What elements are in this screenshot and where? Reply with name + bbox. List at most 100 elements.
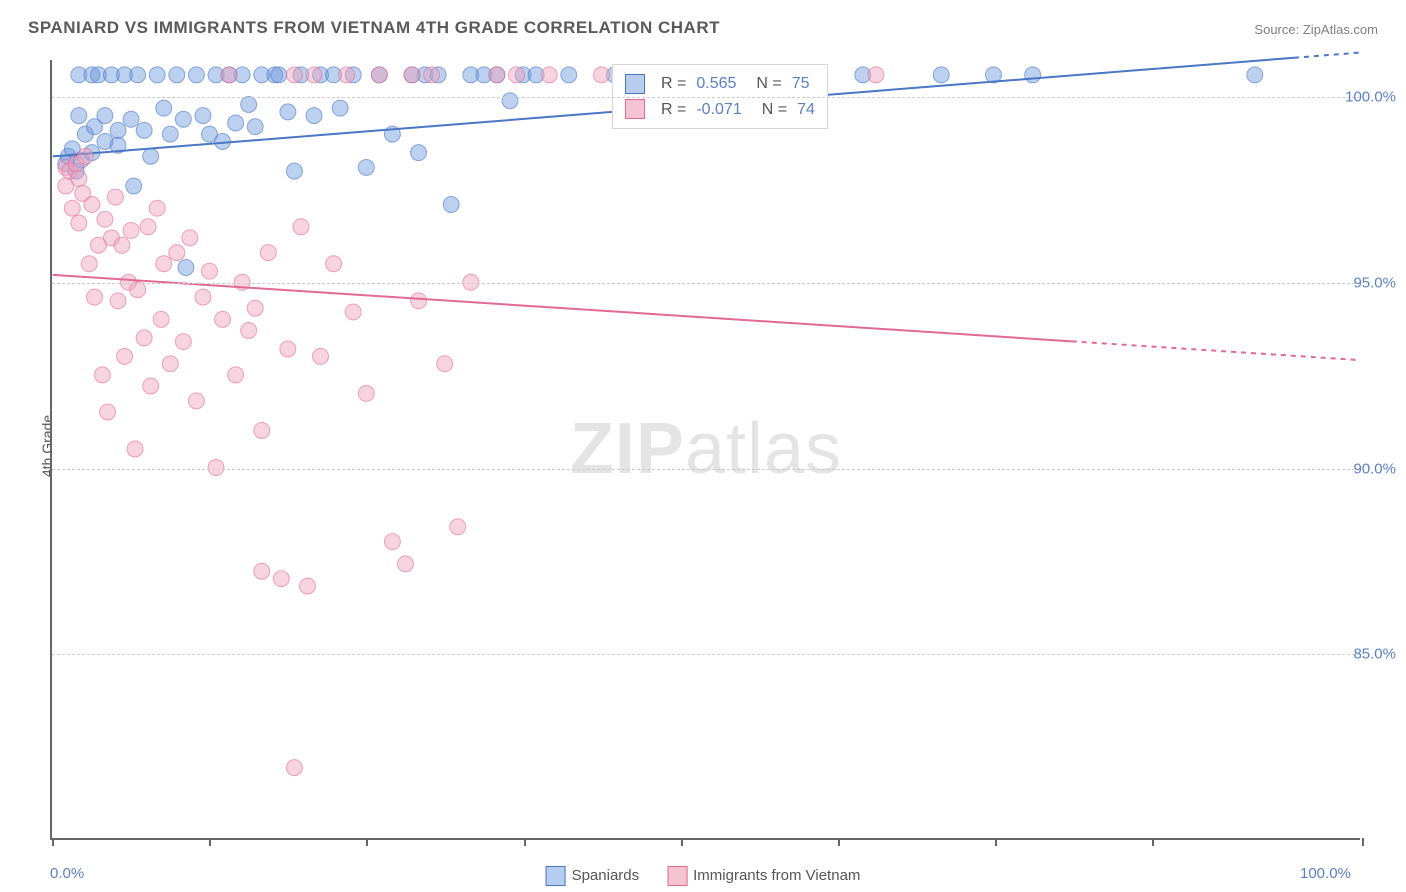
- data-point: [169, 245, 185, 261]
- y-tick-label: 95.0%: [1353, 274, 1396, 291]
- data-point: [178, 259, 194, 275]
- data-point: [215, 311, 231, 327]
- data-point: [286, 163, 302, 179]
- data-point: [162, 356, 178, 372]
- data-point: [254, 563, 270, 579]
- x-tick: [524, 838, 526, 846]
- r-label: R =: [661, 97, 686, 123]
- source-link[interactable]: ZipAtlas.com: [1303, 22, 1378, 37]
- y-tick-label: 85.0%: [1353, 646, 1396, 663]
- source-attribution: Source: ZipAtlas.com: [1254, 22, 1378, 37]
- data-point: [97, 211, 113, 227]
- gridline-h: [52, 283, 1360, 284]
- data-point: [286, 760, 302, 776]
- gridline-h: [52, 654, 1360, 655]
- r-value: -0.071: [696, 97, 741, 123]
- data-point: [123, 111, 139, 127]
- swatch-icon: [667, 866, 687, 886]
- data-point: [313, 348, 329, 364]
- data-point: [411, 145, 427, 161]
- data-point: [156, 256, 172, 272]
- x-tick: [209, 838, 211, 846]
- legend-series-item: Immigrants from Vietnam: [667, 866, 860, 886]
- x-tick: [995, 838, 997, 846]
- legend-correlation-row: R =0.565N =75: [625, 71, 815, 97]
- data-point: [175, 111, 191, 127]
- data-point: [169, 67, 185, 83]
- data-point: [228, 115, 244, 131]
- data-point: [81, 256, 97, 272]
- data-point: [404, 67, 420, 83]
- data-point: [140, 219, 156, 235]
- data-point: [561, 67, 577, 83]
- swatch-icon: [546, 866, 566, 886]
- data-point: [339, 67, 355, 83]
- data-point: [71, 215, 87, 231]
- plot-area: ZIPatlas R =0.565N =75R =-0.071N =74: [50, 60, 1360, 840]
- data-point: [182, 230, 198, 246]
- data-point: [208, 460, 224, 476]
- data-point: [162, 126, 178, 142]
- data-point: [97, 108, 113, 124]
- data-point: [933, 67, 949, 83]
- data-point: [280, 341, 296, 357]
- legend-series-item: Spaniards: [546, 866, 640, 886]
- data-point: [1025, 67, 1041, 83]
- data-point: [221, 67, 237, 83]
- data-point: [280, 104, 296, 120]
- gridline-h: [52, 97, 1360, 98]
- data-point: [87, 289, 103, 305]
- x-tick: [1362, 838, 1364, 846]
- data-point: [254, 422, 270, 438]
- legend-label: Immigrants from Vietnam: [693, 867, 860, 884]
- data-point: [332, 100, 348, 116]
- data-point: [306, 67, 322, 83]
- data-point: [188, 67, 204, 83]
- n-value: 75: [792, 71, 810, 97]
- data-point: [100, 404, 116, 420]
- x-tick: [52, 838, 54, 846]
- data-point: [397, 556, 413, 572]
- gridline-h: [52, 469, 1360, 470]
- plot-svg: [52, 60, 1360, 838]
- data-point: [126, 178, 142, 194]
- data-point: [143, 148, 159, 164]
- data-point: [153, 311, 169, 327]
- data-point: [443, 197, 459, 213]
- data-point: [136, 122, 152, 138]
- r-value: 0.565: [696, 71, 736, 97]
- data-point: [509, 67, 525, 83]
- data-point: [201, 263, 217, 279]
- data-point: [247, 300, 263, 316]
- data-point: [502, 93, 518, 109]
- legend-series: Spaniards Immigrants from Vietnam: [546, 866, 861, 886]
- data-point: [175, 334, 191, 350]
- data-point: [437, 356, 453, 372]
- y-tick-label: 90.0%: [1353, 460, 1396, 477]
- data-point: [384, 534, 400, 550]
- data-point: [424, 67, 440, 83]
- legend-correlation-row: R =-0.071N =74: [625, 97, 815, 123]
- data-point: [358, 159, 374, 175]
- data-point: [1247, 67, 1263, 83]
- data-point: [541, 67, 557, 83]
- data-point: [271, 67, 287, 83]
- y-tick-label: 100.0%: [1345, 89, 1396, 106]
- data-point: [371, 67, 387, 83]
- data-point: [127, 441, 143, 457]
- data-point: [241, 96, 257, 112]
- data-point: [450, 519, 466, 535]
- data-point: [286, 67, 302, 83]
- chart-title: SPANIARD VS IMMIGRANTS FROM VIETNAM 4TH …: [28, 18, 720, 38]
- data-point: [130, 282, 146, 298]
- data-point: [299, 578, 315, 594]
- data-point: [593, 67, 609, 83]
- data-point: [149, 67, 165, 83]
- data-point: [149, 200, 165, 216]
- data-point: [110, 293, 126, 309]
- x-tick-label: 100.0%: [1300, 865, 1351, 882]
- trend-line: [53, 275, 1072, 341]
- swatch-icon: [625, 74, 645, 94]
- data-point: [228, 367, 244, 383]
- data-point: [241, 322, 257, 338]
